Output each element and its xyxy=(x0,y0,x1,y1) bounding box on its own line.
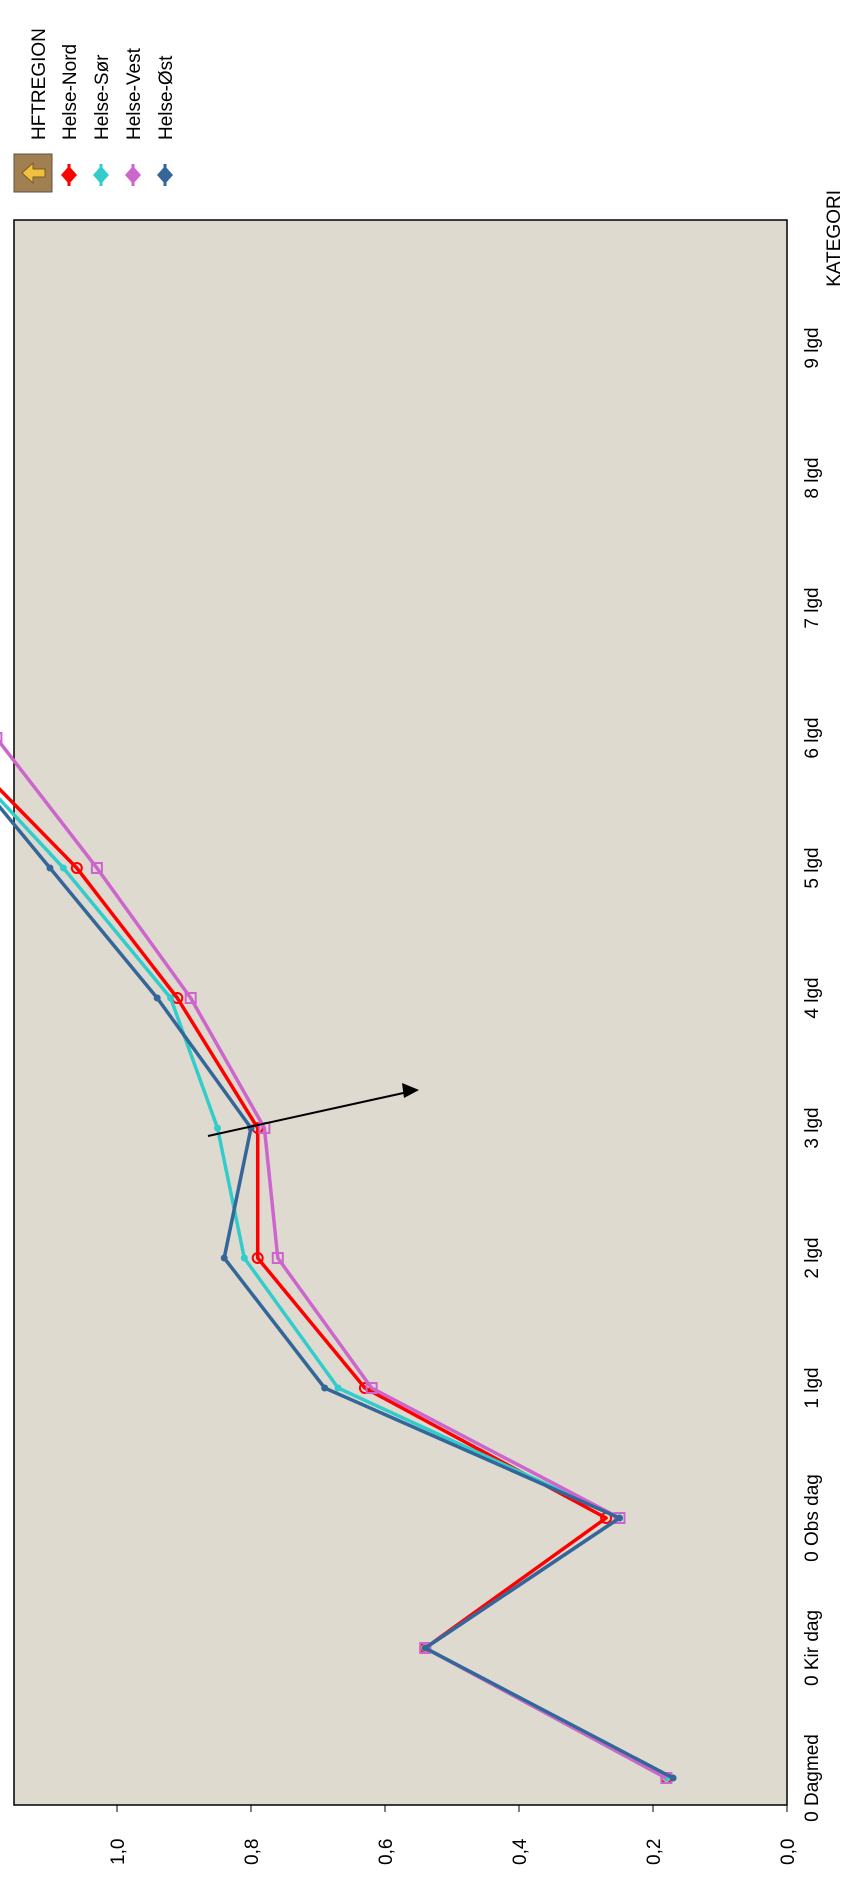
data-point-helse-st xyxy=(321,1384,329,1392)
legend-swatch-helse-st xyxy=(157,166,173,184)
legend-item-helse-st[interactable]: Helse-Øst xyxy=(156,55,177,140)
x-tick-label: 5 lgd xyxy=(802,847,823,888)
y-tick-label: 0,2 xyxy=(644,1839,665,1865)
x-tick-label: 8 lgd xyxy=(802,457,823,498)
data-point-helse-st xyxy=(153,994,161,1002)
x-axis-title: KATEGORI xyxy=(824,190,845,287)
series-line-helse-st xyxy=(0,804,674,1780)
legend-swatch-helse-nord xyxy=(61,166,77,184)
x-tick-label: 3 lgd xyxy=(802,1107,823,1148)
x-tick-label: 2 lgd xyxy=(802,1237,823,1278)
y-tick-label: 0,6 xyxy=(376,1839,397,1865)
x-tick-label: 4 lgd xyxy=(802,977,823,1018)
data-point-helse-vest xyxy=(419,1642,432,1654)
legend-title: HFTREGION xyxy=(29,28,50,140)
data-point-helse-s-r xyxy=(214,1124,221,1132)
data-point-helse-st xyxy=(421,1644,429,1652)
x-tick-label: 9 lgd xyxy=(802,327,823,368)
x-tick-label: 0 Obs dag xyxy=(802,1474,823,1562)
legend-swatch-helse-vest xyxy=(125,166,141,184)
data-point-helse-vest xyxy=(613,1512,626,1524)
legend-item-helse-s-r[interactable]: Helse-Sør xyxy=(92,54,113,140)
y-tick-label: 0,0 xyxy=(778,1839,799,1865)
data-point-helse-vest xyxy=(184,992,197,1004)
y-tick-label: 1,0 xyxy=(108,1839,129,1865)
data-point-helse-s-r xyxy=(240,1254,248,1262)
data-point-helse-vest xyxy=(365,1382,378,1394)
x-tick-label: 0 Dagmed xyxy=(802,1734,823,1822)
back-arrow-shape xyxy=(21,161,46,185)
data-point-helse-vest xyxy=(0,732,3,744)
data-point-helse-st xyxy=(46,864,54,872)
data-point-helse-st xyxy=(616,1514,623,1522)
y-axis-ticks: 0,00,20,40,60,81,01,21,41,61,8 xyxy=(108,1805,799,1865)
legend: HFTREGION Helse-Nord Helse-Sør Helse-Vest He… xyxy=(13,28,177,193)
data-point-helse-nord xyxy=(70,862,83,874)
plot-area xyxy=(13,219,788,1806)
x-axis-ticks: 0 Dagmed 0 Kir dag 0 Obs dag 1 lgd 2 lgd 3 lg… xyxy=(802,327,823,1821)
y-tick-label: 0,4 xyxy=(510,1838,531,1865)
data-point-helse-nord xyxy=(251,1252,264,1264)
data-point-helse-s-r xyxy=(59,864,67,872)
data-point-helse-st xyxy=(220,1254,228,1262)
x-tick-label: 0 Kir dag xyxy=(802,1610,823,1686)
annotation-arrow xyxy=(207,1089,418,1137)
x-tick-label: 6 lgd xyxy=(802,717,823,758)
data-point-helse-s-r xyxy=(334,1384,342,1392)
data-point-helse-vest xyxy=(90,862,103,874)
legend-item-helse-vest[interactable]: Helse-Vest xyxy=(124,47,145,140)
data-point-helse-vest xyxy=(271,1252,284,1264)
series-layer xyxy=(0,732,677,1784)
y-tick-label: 0,8 xyxy=(242,1839,263,1865)
data-point-helse-st xyxy=(669,1774,677,1782)
x-tick-label: 1 lgd xyxy=(802,1367,823,1408)
series-line-helse-nord xyxy=(0,787,668,1780)
legend-swatch-helse-s-r xyxy=(93,166,109,184)
annotation-arrowhead xyxy=(402,1083,419,1098)
x-tick-label: 7 lgd xyxy=(802,587,823,628)
legend-item-helse-nord[interactable]: Helse-Nord xyxy=(60,44,81,140)
data-point-helse-s-r xyxy=(167,994,175,1002)
